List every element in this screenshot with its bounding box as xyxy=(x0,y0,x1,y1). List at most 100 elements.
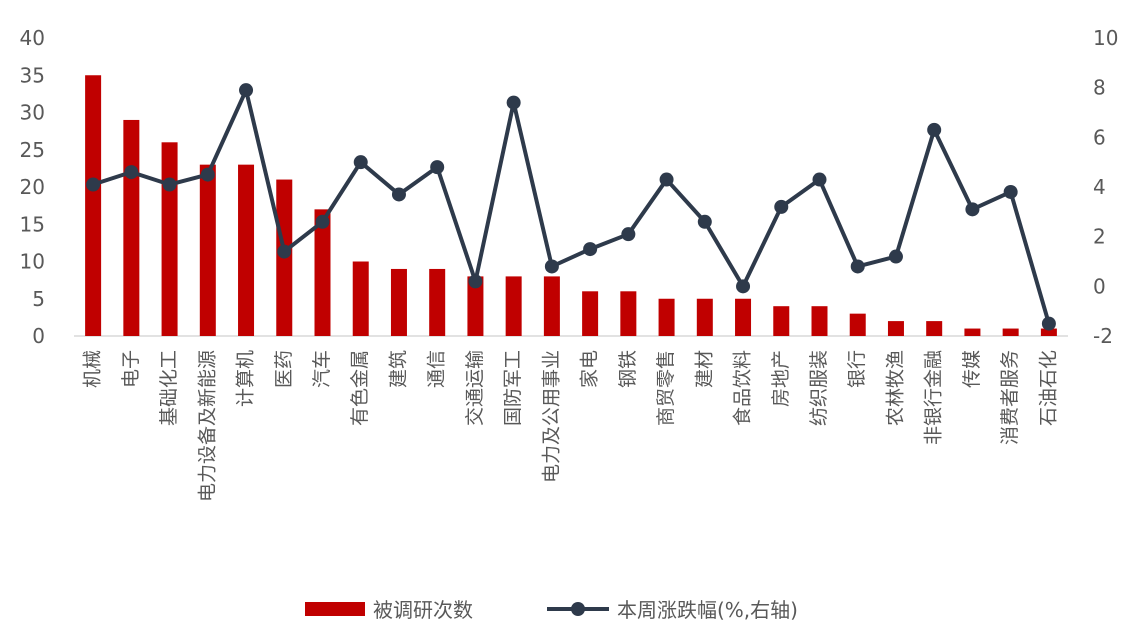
bar xyxy=(1040,328,1057,336)
line-point xyxy=(544,259,559,274)
line-point xyxy=(659,172,674,187)
line-point xyxy=(162,177,177,192)
category-label: 电力及公用事业 xyxy=(540,350,562,483)
line-point xyxy=(812,172,827,187)
bar xyxy=(1002,328,1019,336)
line-point xyxy=(124,165,139,180)
category-label: 银行 xyxy=(846,350,868,388)
right-axis-tick-label: 8 xyxy=(1093,76,1106,100)
bar xyxy=(314,209,331,336)
bar xyxy=(467,276,484,336)
line-point xyxy=(1003,184,1018,199)
category-label: 建材 xyxy=(693,350,715,388)
line-point xyxy=(965,202,980,217)
category-labels: 机械 电子 基础化工 电力设备及新能源 计算机 医药 汽车 有色金属 建筑 通信 交通运输 国防军工电… xyxy=(82,350,1060,502)
left-axis-tick-label: 5 xyxy=(32,287,45,311)
left-axis-tick-label: 0 xyxy=(32,324,45,348)
left-axis-tick-label: 35 xyxy=(20,63,45,87)
line-point xyxy=(774,199,789,214)
right-axis-tick-label: 2 xyxy=(1093,225,1106,249)
category-label: 食品饮料 xyxy=(732,350,754,426)
category-label: 建筑 xyxy=(387,350,409,388)
bar xyxy=(85,75,102,336)
legend: 被调研次数 本周涨跌幅(%,右轴) xyxy=(305,598,798,622)
left-axis-tick-label: 15 xyxy=(20,212,45,236)
line-point xyxy=(353,155,368,170)
bar xyxy=(658,298,675,336)
category-label: 家电 xyxy=(579,350,601,388)
bar xyxy=(582,291,599,336)
bar xyxy=(238,164,255,336)
category-label: 医药 xyxy=(273,350,295,388)
bar-series xyxy=(85,75,1057,336)
bar xyxy=(773,306,790,336)
bar xyxy=(505,276,522,336)
left-axis-tick-label: 20 xyxy=(20,175,45,199)
category-label: 基础化工 xyxy=(158,350,180,426)
line-point xyxy=(927,122,942,137)
category-label: 通信 xyxy=(426,350,448,388)
legend-line-marker xyxy=(571,602,585,616)
line-point xyxy=(468,274,483,289)
line-point xyxy=(697,214,712,229)
bar xyxy=(926,321,943,336)
line-point xyxy=(1041,316,1056,331)
category-label: 有色金属 xyxy=(349,350,371,426)
category-label: 电子 xyxy=(120,350,142,388)
category-label: 传媒 xyxy=(961,350,983,388)
left-axis-tick-label: 25 xyxy=(20,138,45,162)
legend-bar-label: 被调研次数 xyxy=(373,598,473,622)
category-label: 商贸零售 xyxy=(655,350,677,426)
bar xyxy=(429,268,446,336)
line-point xyxy=(391,187,406,202)
bar xyxy=(123,119,140,336)
bar xyxy=(849,313,866,336)
right-axis-tick-label: 0 xyxy=(1093,274,1106,298)
category-label: 纺织服装 xyxy=(808,350,830,426)
right-axis-tick-label: 10 xyxy=(1093,26,1118,50)
bar xyxy=(543,276,560,336)
bar xyxy=(620,291,637,336)
right-axis-tick-label: -2 xyxy=(1093,324,1113,348)
category-label: 消费者服务 xyxy=(999,350,1021,445)
bar xyxy=(735,298,752,336)
right-axis-tick-label: 6 xyxy=(1093,125,1106,149)
legend-bar-swatch xyxy=(305,602,365,616)
right-axis-tick-label: 4 xyxy=(1093,175,1106,199)
line-point xyxy=(621,227,636,242)
category-label: 非银行金融 xyxy=(923,350,945,445)
bar xyxy=(161,142,178,336)
category-label: 房地产 xyxy=(770,350,792,407)
left-axis-tick-label: 40 xyxy=(20,26,45,50)
line-point xyxy=(736,279,751,294)
category-label: 汽车 xyxy=(311,350,333,388)
line-path xyxy=(92,88,1051,325)
category-label: 农林牧渔 xyxy=(884,350,906,426)
category-label: 交通运输 xyxy=(464,350,486,426)
bar xyxy=(352,261,369,336)
line-series xyxy=(86,83,1056,331)
line-point xyxy=(200,167,215,182)
left-axis-tick-label: 30 xyxy=(20,101,45,125)
line-point xyxy=(86,177,101,192)
line-point xyxy=(583,242,598,257)
category-label: 机械 xyxy=(82,350,104,388)
bar xyxy=(199,164,216,336)
legend-line-label: 本周涨跌幅(%,右轴) xyxy=(617,598,798,622)
category-label: 计算机 xyxy=(235,350,257,407)
bar xyxy=(811,306,828,336)
bar xyxy=(696,298,713,336)
category-label: 国防军工 xyxy=(502,350,524,426)
line-point xyxy=(239,83,254,98)
line-point xyxy=(888,249,903,264)
bar xyxy=(964,328,981,336)
line-point xyxy=(315,214,330,229)
right-y-axis: -2 0 2 4 6 8 10 xyxy=(1093,26,1118,348)
line-point xyxy=(506,95,521,110)
category-label: 电力设备及新能源 xyxy=(196,350,218,502)
category-label: 石油石化 xyxy=(1037,350,1059,426)
line-point xyxy=(277,244,292,259)
left-axis-tick-label: 10 xyxy=(20,250,45,274)
